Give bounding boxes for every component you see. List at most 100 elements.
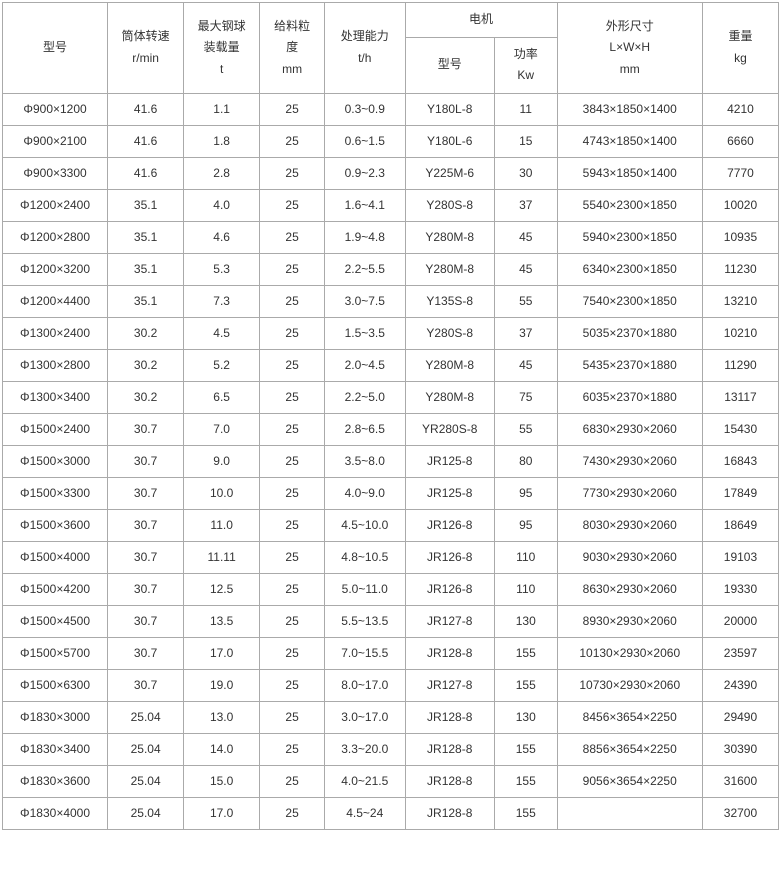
header-dimensions-line3: mm: [620, 62, 640, 76]
table-header: 型号 筒体转速 r/min 最大钢球 装载量 t 给料粒 度 mm 处理能力 t…: [3, 3, 779, 94]
cell-model: Φ1200×2400: [3, 189, 108, 221]
cell-motor_power: 155: [494, 733, 557, 765]
cell-motor_model: JR126-8: [405, 541, 494, 573]
cell-model: Φ1500×5700: [3, 637, 108, 669]
cell-capacity: 3.3~20.0: [325, 733, 406, 765]
cell-load: 5.3: [184, 253, 260, 285]
table-row: Φ1830×360025.0415.0254.0~21.5JR128-81559…: [3, 765, 779, 797]
header-load-line1: 最大钢球: [198, 19, 246, 33]
header-motor-power-line1: 功率: [514, 47, 538, 61]
cell-dimensions: 9056×3654×2250: [557, 765, 702, 797]
cell-motor_model: Y180L-8: [405, 93, 494, 125]
cell-model: Φ1500×4500: [3, 605, 108, 637]
cell-feed: 25: [260, 733, 325, 765]
cell-capacity: 3.5~8.0: [325, 445, 406, 477]
cell-weight: 32700: [702, 797, 778, 829]
cell-load: 2.8: [184, 157, 260, 189]
cell-speed: 30.2: [108, 317, 184, 349]
cell-feed: 25: [260, 285, 325, 317]
cell-motor_model: JR128-8: [405, 797, 494, 829]
cell-capacity: 3.0~17.0: [325, 701, 406, 733]
header-feed-line1: 给料粒: [274, 19, 310, 33]
cell-model: Φ1200×3200: [3, 253, 108, 285]
cell-motor_model: Y280S-8: [405, 317, 494, 349]
cell-weight: 30390: [702, 733, 778, 765]
header-motor-model-line1: 型号: [438, 57, 462, 71]
cell-dimensions: 3843×1850×1400: [557, 93, 702, 125]
cell-motor_model: Y225M-6: [405, 157, 494, 189]
cell-speed: 30.7: [108, 669, 184, 701]
cell-motor_power: 37: [494, 189, 557, 221]
cell-feed: 25: [260, 573, 325, 605]
cell-motor_model: JR127-8: [405, 605, 494, 637]
cell-speed: 30.7: [108, 605, 184, 637]
cell-speed: 35.1: [108, 253, 184, 285]
cell-motor_power: 110: [494, 573, 557, 605]
cell-motor_model: JR128-8: [405, 733, 494, 765]
cell-motor_model: YR280S-8: [405, 413, 494, 445]
cell-motor_model: JR125-8: [405, 477, 494, 509]
cell-motor_model: JR126-8: [405, 509, 494, 541]
cell-weight: 19330: [702, 573, 778, 605]
cell-weight: 19103: [702, 541, 778, 573]
cell-feed: 25: [260, 93, 325, 125]
cell-dimensions: 9030×2930×2060: [557, 541, 702, 573]
cell-speed: 25.04: [108, 701, 184, 733]
header-dimensions-line1: 外形尺寸: [606, 19, 654, 33]
cell-weight: 20000: [702, 605, 778, 637]
cell-motor_model: Y135S-8: [405, 285, 494, 317]
cell-capacity: 4.8~10.5: [325, 541, 406, 573]
cell-load: 13.0: [184, 701, 260, 733]
cell-motor_power: 45: [494, 349, 557, 381]
cell-speed: 25.04: [108, 765, 184, 797]
cell-load: 11.0: [184, 509, 260, 541]
table-row: Φ1200×240035.14.0251.6~4.1Y280S-8375540×…: [3, 189, 779, 221]
cell-dimensions: 7540×2300×1850: [557, 285, 702, 317]
cell-motor_power: 55: [494, 285, 557, 317]
header-capacity-line1: 处理能力: [341, 29, 389, 43]
cell-weight: 24390: [702, 669, 778, 701]
cell-speed: 30.7: [108, 413, 184, 445]
cell-capacity: 0.9~2.3: [325, 157, 406, 189]
cell-feed: 25: [260, 541, 325, 573]
cell-load: 4.6: [184, 221, 260, 253]
cell-feed: 25: [260, 381, 325, 413]
cell-speed: 35.1: [108, 285, 184, 317]
cell-dimensions: 5943×1850×1400: [557, 157, 702, 189]
cell-load: 4.5: [184, 317, 260, 349]
header-motor-power: 功率 Kw: [494, 37, 557, 93]
cell-capacity: 4.0~9.0: [325, 477, 406, 509]
cell-model: Φ1300×2400: [3, 317, 108, 349]
cell-dimensions: 6340×2300×1850: [557, 253, 702, 285]
table-body: Φ900×120041.61.1250.3~0.9Y180L-8113843×1…: [3, 93, 779, 829]
cell-load: 19.0: [184, 669, 260, 701]
header-model-line1: 型号: [43, 40, 67, 54]
cell-dimensions: 10130×2930×2060: [557, 637, 702, 669]
cell-feed: 25: [260, 605, 325, 637]
table-row: Φ1500×300030.79.0253.5~8.0JR125-8807430×…: [3, 445, 779, 477]
cell-motor_power: 95: [494, 509, 557, 541]
cell-speed: 30.2: [108, 349, 184, 381]
cell-weight: 31600: [702, 765, 778, 797]
cell-feed: 25: [260, 701, 325, 733]
cell-weight: 16843: [702, 445, 778, 477]
cell-motor_model: JR126-8: [405, 573, 494, 605]
header-capacity: 处理能力 t/h: [325, 3, 406, 94]
cell-feed: 25: [260, 477, 325, 509]
cell-load: 7.0: [184, 413, 260, 445]
cell-motor_power: 75: [494, 381, 557, 413]
cell-motor_power: 30: [494, 157, 557, 189]
cell-model: Φ1300×3400: [3, 381, 108, 413]
header-weight: 重量 kg: [702, 3, 778, 94]
table-row: Φ1200×280035.14.6251.9~4.8Y280M-8455940×…: [3, 221, 779, 253]
cell-dimensions: 7430×2930×2060: [557, 445, 702, 477]
cell-capacity: 4.0~21.5: [325, 765, 406, 797]
header-feed: 给料粒 度 mm: [260, 3, 325, 94]
cell-motor_power: 45: [494, 253, 557, 285]
table-row: Φ1830×300025.0413.0253.0~17.0JR128-81308…: [3, 701, 779, 733]
cell-motor_model: Y280S-8: [405, 189, 494, 221]
header-load-line2: 装载量: [204, 40, 240, 54]
cell-capacity: 1.6~4.1: [325, 189, 406, 221]
cell-load: 13.5: [184, 605, 260, 637]
cell-model: Φ1500×3000: [3, 445, 108, 477]
